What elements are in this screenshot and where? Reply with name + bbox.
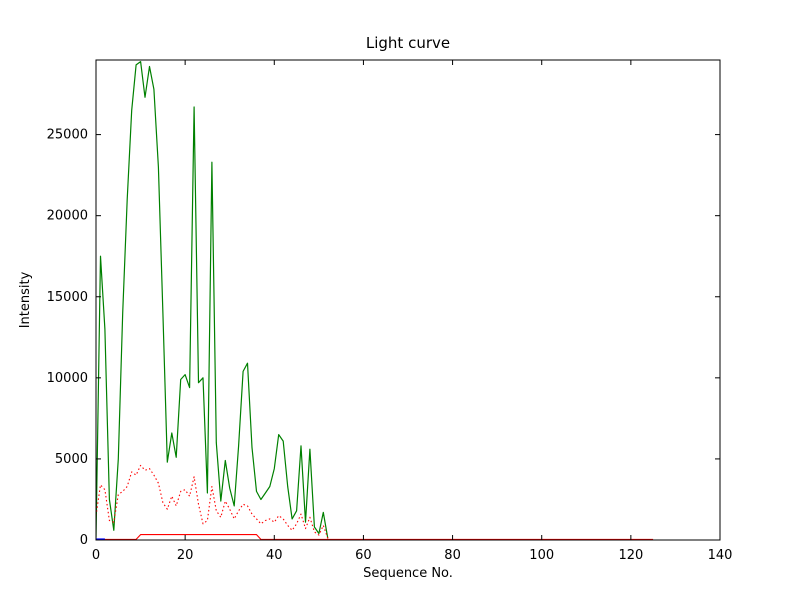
y-tick-label: 20000 [47,209,88,224]
x-tick-label: 60 [355,548,372,563]
plot-area [96,60,654,540]
y-tick-label: 15000 [47,290,88,305]
x-tick-label: 100 [529,548,554,563]
series-red-dotted [96,464,329,539]
y-tick-label: 25000 [47,128,88,143]
series-green-solid [96,60,329,539]
chart-title: Light curve [365,34,451,52]
x-tick-label: 80 [444,548,461,563]
x-tick-label: 20 [177,548,194,563]
x-tick-label: 0 [92,548,100,563]
y-axis-label: Intensity [18,271,33,329]
x-tick-label: 40 [266,548,283,563]
y-tick-label: 0 [80,533,88,548]
x-tick-label: 140 [708,548,733,563]
y-tick-label: 10000 [47,371,88,386]
x-tick-label: 120 [618,548,643,563]
series-red-solid [96,534,654,540]
plot-frame [95,59,721,541]
y-tick-label: 5000 [55,452,88,467]
x-axis-label: Sequence No. [363,566,453,581]
